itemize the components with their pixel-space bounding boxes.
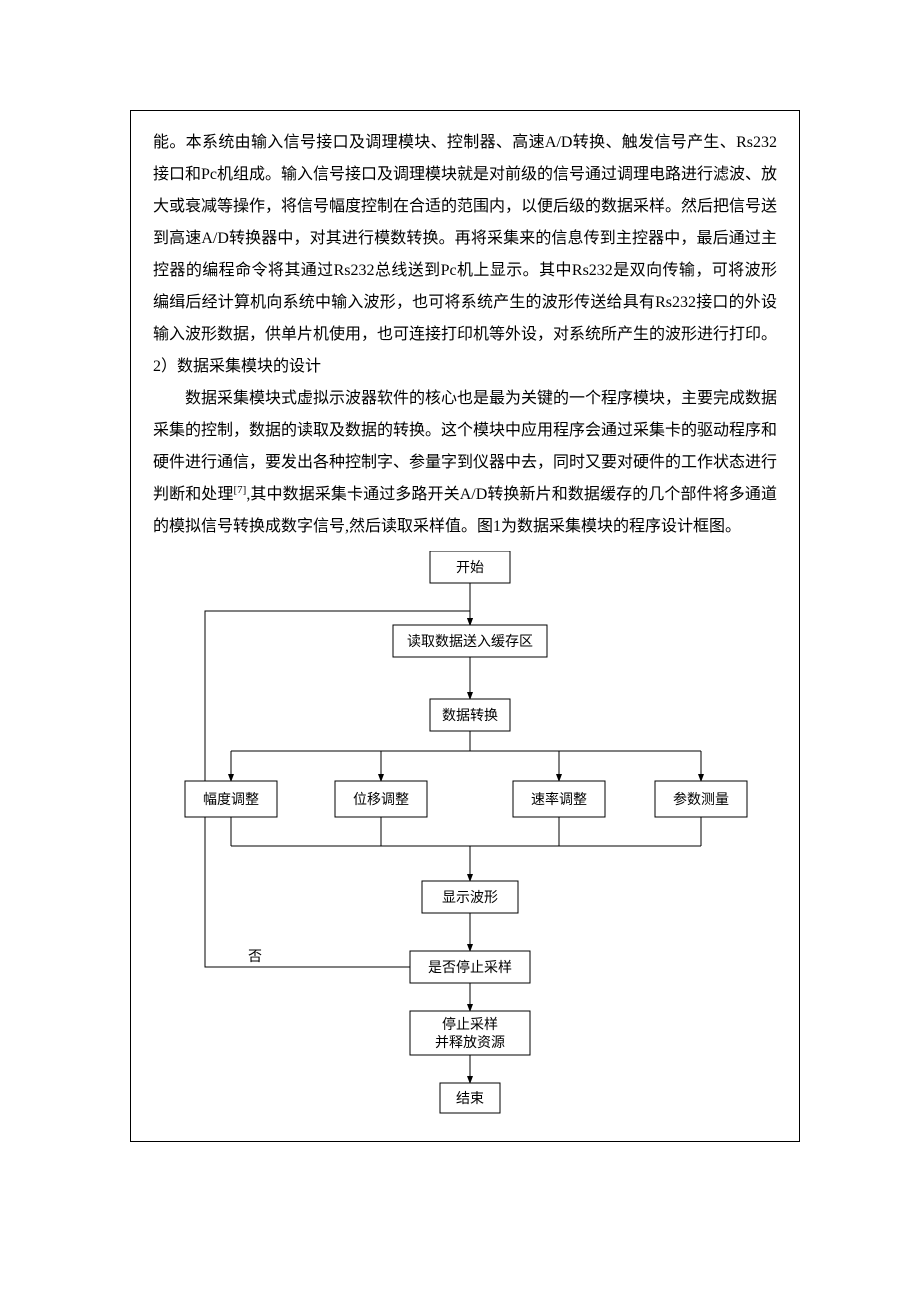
svg-text:参数测量: 参数测量 (673, 791, 729, 808)
svg-text:读取数据送入缓存区: 读取数据送入缓存区 (407, 633, 533, 650)
citation-ref: [7] (234, 484, 247, 496)
svg-text:是否停止采样: 是否停止采样 (428, 959, 512, 976)
flowchart-figure: 否 开始读取数据送入缓存区数据转换幅度调整 位移调整 速率调整 参数测量显示波形是否停止… (153, 551, 777, 1121)
paragraph-1: 能。本系统由输入信号接口及调理模块、控制器、高速A/D转换、触发信号产生、Rs2… (153, 127, 777, 351)
section-heading-2: 2）数据采集模块的设计 (153, 351, 777, 383)
svg-text:显示波形: 显示波形 (442, 890, 498, 906)
page-frame: 能。本系统由输入信号接口及调理模块、控制器、高速A/D转换、触发信号产生、Rs2… (130, 110, 800, 1142)
svg-text:否: 否 (248, 950, 262, 965)
svg-text:并释放资源: 并释放资源 (435, 1035, 505, 1051)
svg-text:速率调整: 速率调整 (531, 791, 587, 808)
flowchart-svg: 否 开始读取数据送入缓存区数据转换幅度调整 位移调整 速率调整 参数测量显示波形是否停止… (155, 551, 775, 1121)
svg-text:停止采样: 停止采样 (442, 1016, 498, 1033)
svg-text:位移调整: 位移调整 (353, 792, 409, 808)
svg-text:结束: 结束 (456, 1091, 484, 1107)
paragraph-2b: ,其中数据采集卡通过多路开关A/D转换新片和数据缓存的几个部件将多通道的模拟信号… (153, 486, 777, 535)
svg-text:幅度调整: 幅度调整 (203, 792, 259, 808)
svg-text:数据转换: 数据转换 (442, 707, 498, 724)
svg-text:开始: 开始 (456, 560, 484, 576)
paragraph-2: 数据采集模块式虚拟示波器软件的核心也是最为关键的一个程序模块，主要完成数据采集的… (153, 383, 777, 543)
